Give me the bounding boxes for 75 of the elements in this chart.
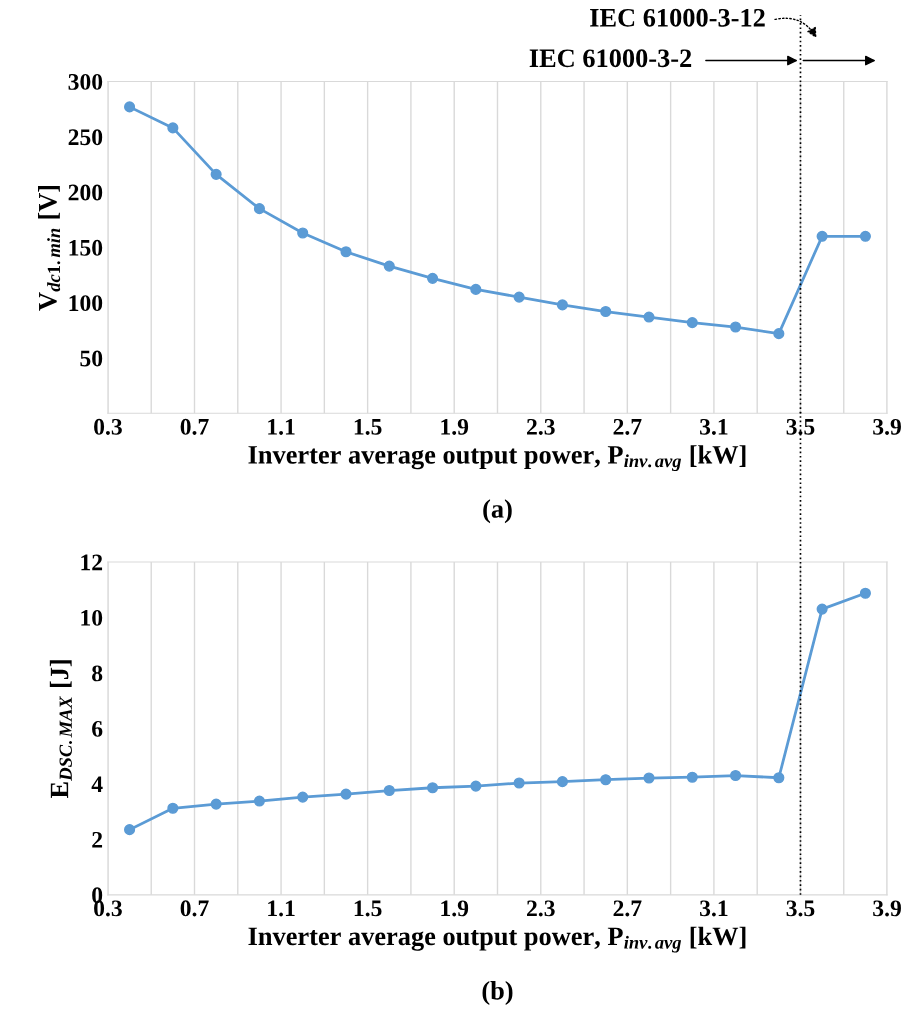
x-tick-label: 2.7 bbox=[613, 900, 642, 917]
text: (a) bbox=[483, 499, 512, 524]
y-tick-label: 100 bbox=[69, 295, 103, 312]
point bbox=[253, 795, 265, 807]
point bbox=[816, 603, 828, 615]
text: IEC 61000-3-2 bbox=[529, 49, 692, 68]
point bbox=[253, 203, 265, 215]
point bbox=[816, 230, 828, 242]
point bbox=[297, 227, 309, 239]
y-tick-label: 2 bbox=[92, 831, 103, 848]
point bbox=[383, 260, 395, 272]
point bbox=[686, 317, 698, 329]
point bbox=[124, 824, 136, 836]
point bbox=[124, 101, 136, 113]
text: IEC 61000-3-12 bbox=[590, 8, 765, 27]
point bbox=[427, 272, 439, 284]
x-axis-title: Inverter average output power, P$_{inv.avg}$ [kW] bbox=[248, 926, 746, 953]
point bbox=[859, 587, 871, 599]
y-tick-label: 150 bbox=[69, 239, 103, 256]
point bbox=[729, 769, 742, 782]
point bbox=[773, 328, 785, 340]
y-tick-label: 6 bbox=[92, 720, 103, 737]
x-tick-label: 2.3 bbox=[527, 900, 555, 917]
x-tick-label: 3.9 bbox=[873, 418, 901, 435]
x-tick-label: 1.9 bbox=[441, 900, 469, 917]
point bbox=[773, 772, 785, 784]
y-tick-label: 12 bbox=[81, 554, 103, 571]
point bbox=[470, 780, 482, 792]
point bbox=[859, 230, 871, 242]
x-tick-label: 3.1 bbox=[700, 418, 728, 435]
x-tick-label: 2.7 bbox=[613, 418, 642, 435]
point bbox=[167, 122, 179, 134]
y-tick-label: 50 bbox=[80, 350, 103, 367]
y-tick-label: 300 bbox=[68, 73, 103, 90]
point bbox=[600, 305, 612, 318]
x-tick-label: 1.5 bbox=[354, 900, 382, 917]
point bbox=[686, 771, 698, 783]
point bbox=[556, 776, 568, 788]
point bbox=[167, 802, 179, 814]
y-tick-label: 4 bbox=[91, 776, 103, 793]
y-tick-label: 200 bbox=[68, 184, 103, 201]
point bbox=[297, 791, 309, 803]
x-tick-label: 0.7 bbox=[180, 418, 209, 435]
y-tick-label: 250 bbox=[68, 129, 103, 146]
point bbox=[210, 168, 222, 180]
x-tick-label: 1.1 bbox=[268, 418, 295, 435]
point bbox=[210, 798, 222, 810]
point bbox=[729, 321, 742, 333]
point bbox=[643, 311, 655, 323]
y-tick-label: 10 bbox=[81, 609, 103, 626]
x-tick-label: 1.1 bbox=[268, 900, 295, 917]
x-tick-label: 3.5 bbox=[786, 900, 815, 917]
x-tick-label: 3.9 bbox=[873, 900, 901, 917]
x-axis-title: Inverter average output power, P$_{inv.avg}$ [kW] bbox=[248, 445, 746, 472]
point bbox=[340, 246, 352, 258]
point bbox=[600, 774, 612, 786]
point bbox=[340, 788, 352, 800]
point bbox=[427, 782, 439, 794]
text: (b) bbox=[482, 981, 513, 1005]
point bbox=[643, 772, 655, 784]
x-tick-label: 0.3 bbox=[94, 418, 122, 435]
x-tick-label: 1.5 bbox=[354, 418, 382, 435]
x-tick-label: 3.1 bbox=[700, 900, 728, 917]
point bbox=[470, 283, 482, 295]
y-axis-title: E$_{DSC.MAX}$ [J] bbox=[49, 660, 73, 799]
x-tick-label: 3.5 bbox=[786, 418, 815, 435]
point bbox=[513, 291, 525, 303]
x-tick-label: 2.3 bbox=[527, 418, 555, 435]
point bbox=[513, 777, 525, 789]
y-tick-label: 8 bbox=[92, 665, 103, 682]
x-tick-label: 0.7 bbox=[180, 900, 209, 917]
x-tick-label: 1.9 bbox=[441, 418, 469, 435]
point bbox=[383, 784, 395, 797]
y-axis-title: V$_{dc1.min}$ [V] bbox=[38, 185, 61, 311]
point bbox=[556, 299, 568, 311]
